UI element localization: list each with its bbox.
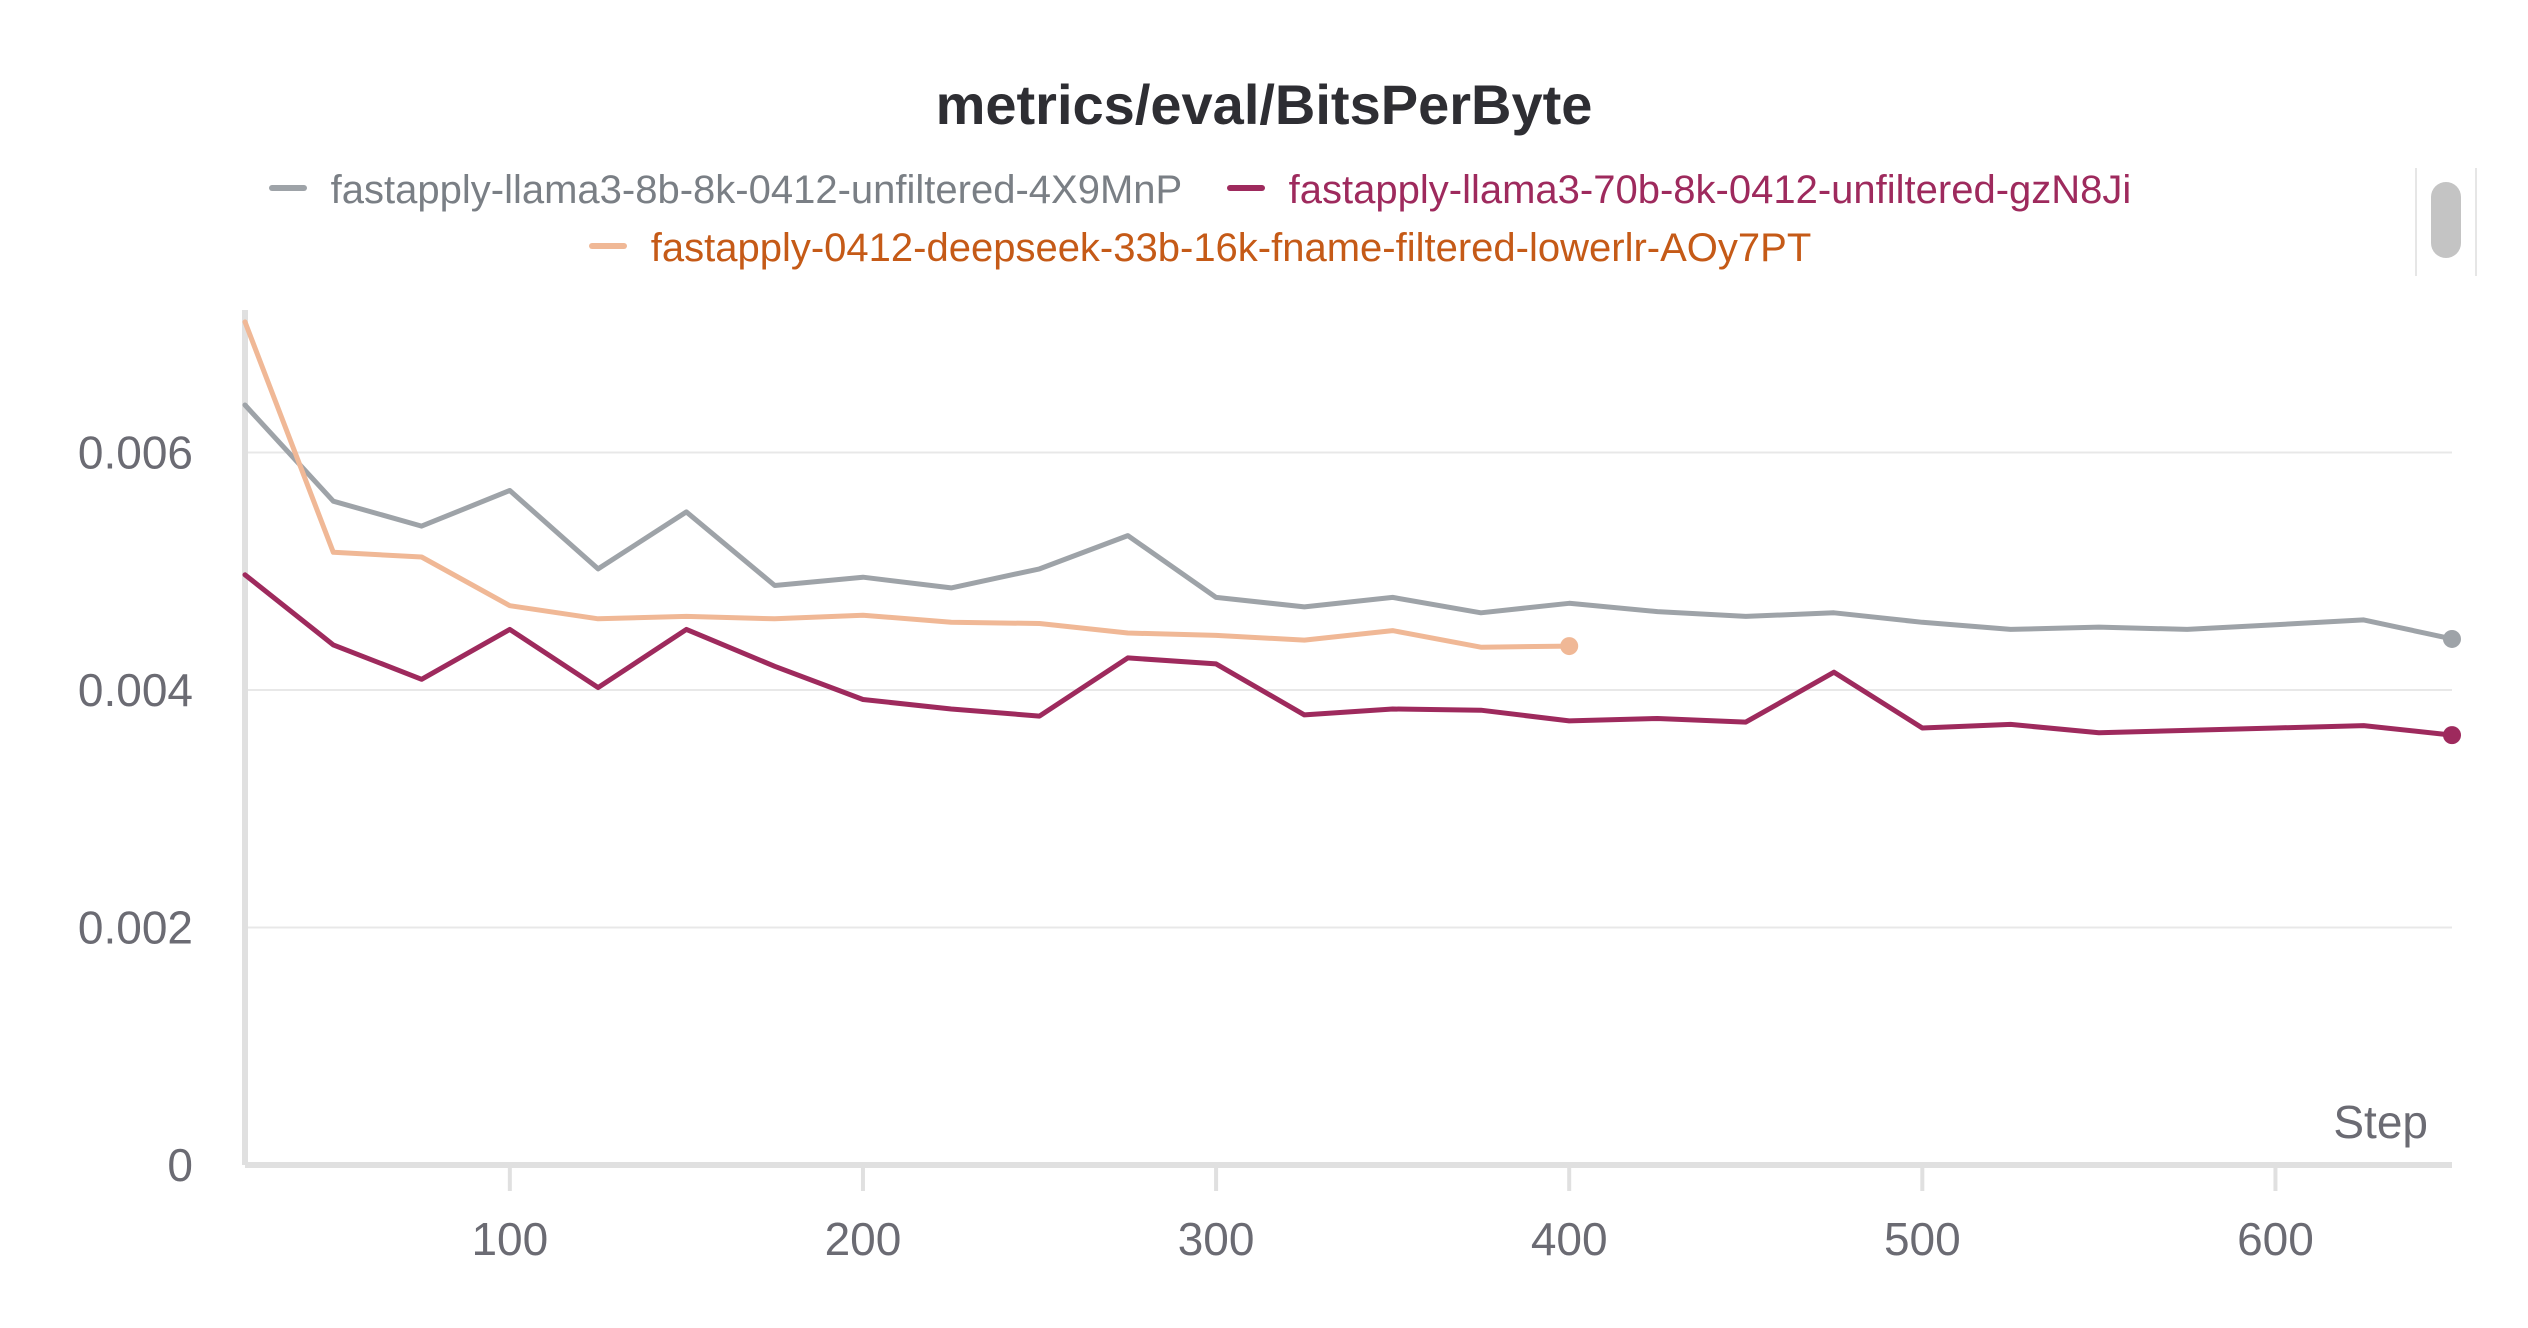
legend-row-2: fastapply-0412-deepseek-33b-16k-fname-fi…: [0, 226, 2400, 271]
x-tick-label: 300: [1178, 1213, 1255, 1265]
legend-label-deepseek-33b: fastapply-0412-deepseek-33b-16k-fname-fi…: [650, 226, 1812, 270]
chart-title: metrics/eval/BitsPerByte: [935, 73, 1593, 136]
legend-label-llama3-70b: fastapply-llama3-70b-8k-0412-unfiltered-…: [1288, 168, 2132, 212]
y-tick-label: 0.002: [78, 902, 193, 954]
x-tick-label: 400: [1531, 1213, 1608, 1265]
y-tick-label: 0.006: [78, 427, 193, 479]
legend-swatch-deepseek-33b: [588, 243, 627, 250]
legend-item-deepseek-33b[interactable]: fastapply-0412-deepseek-33b-16k-fname-fi…: [588, 226, 1812, 271]
series-line-1[interactable]: [242, 572, 2455, 738]
x-tick-label: 200: [825, 1213, 902, 1265]
grid-lines: [245, 451, 2452, 929]
series-endpoint-1[interactable]: [2443, 726, 2461, 745]
series-lines: [242, 319, 2461, 745]
series-line-0[interactable]: [242, 402, 2455, 642]
legend-scrollbar-thumb[interactable]: [2431, 182, 2461, 258]
legend-swatch-llama3-8b: [268, 185, 307, 192]
legend-item-llama3-70b[interactable]: fastapply-llama3-70b-8k-0412-unfiltered-…: [1226, 168, 2132, 213]
legend-row-1: fastapply-llama3-8b-8k-0412-unfiltered-4…: [0, 168, 2400, 213]
legend-swatch-llama3-70b: [1226, 185, 1265, 192]
legend-scrollbar[interactable]: [2415, 168, 2477, 276]
x-tick-label: 600: [2237, 1213, 2314, 1265]
y-tick-label: 0.004: [78, 664, 193, 716]
series-line-2[interactable]: [242, 319, 1572, 650]
axes: 0 0.002 0.004 0.006 100 200 300 400 500 600: [78, 310, 2452, 1265]
x-tick-label: 500: [1884, 1213, 1961, 1265]
legend-item-llama3-8b[interactable]: fastapply-llama3-8b-8k-0412-unfiltered-4…: [268, 168, 1183, 213]
x-tick-label: 100: [471, 1213, 548, 1265]
x-axis-label: Step: [2333, 1096, 2428, 1148]
y-tick-label: 0: [167, 1139, 193, 1191]
series-endpoint-2[interactable]: [1560, 637, 1579, 656]
legend-label-llama3-8b: fastapply-llama3-8b-8k-0412-unfiltered-4…: [330, 168, 1183, 212]
series-endpoint-0[interactable]: [2443, 629, 2461, 648]
